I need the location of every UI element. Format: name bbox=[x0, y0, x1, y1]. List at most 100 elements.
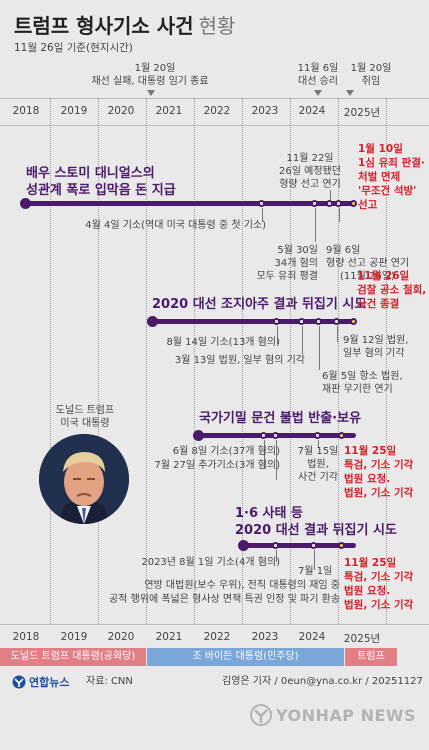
case1-red-date: 1월 10일 bbox=[358, 143, 403, 155]
case4-jul1-date: 7월 1일 bbox=[298, 566, 333, 577]
portrait-illustration bbox=[39, 434, 129, 524]
note-inaug-date: 1월 20일 bbox=[350, 63, 392, 74]
year-label: 2018 bbox=[12, 631, 40, 643]
leader-line bbox=[339, 208, 340, 222]
case4-red-line4: 법원, 기소 기각 bbox=[344, 599, 414, 611]
case4-red-line3: 법원 요청. bbox=[344, 585, 391, 597]
event-dot bbox=[298, 318, 305, 325]
year-label: 2019 bbox=[60, 105, 88, 117]
case3-jul15-date: 7월 15일 bbox=[297, 446, 339, 457]
yonhap-logo: 연합뉴스 bbox=[12, 674, 69, 690]
year-gridline bbox=[98, 98, 99, 626]
case1-sep6-desc: 형량 선고 공판 연기 bbox=[326, 258, 410, 269]
case4-title-line1: 1·6 사태 등 bbox=[235, 506, 303, 521]
event-dot-highlight bbox=[338, 542, 345, 549]
case2-sep12-1: 9월 12일 법원, bbox=[343, 335, 409, 346]
case2-mar13: 3월 13일 법원, 일부 혐의 기각 bbox=[174, 355, 305, 366]
year-label: 2019 bbox=[60, 631, 88, 643]
event-dot bbox=[335, 200, 342, 207]
term-biden: 조 바이든 대통령(민주당) bbox=[147, 648, 344, 666]
year-label: 2023 bbox=[251, 105, 279, 117]
leader-line bbox=[276, 550, 277, 562]
case3-red-line4: 법원, 기소 기각 bbox=[344, 487, 414, 499]
year-label: 2025년 bbox=[343, 633, 381, 645]
event-dot bbox=[272, 432, 279, 439]
year-label: 2021 bbox=[155, 105, 183, 117]
leader-line bbox=[319, 326, 320, 370]
case2-title: 2020 대선 조지아주 결과 뒤집기 시도 bbox=[152, 297, 367, 312]
case3-indict2: 7월 27일 추가기소(3개 혐의) bbox=[154, 460, 280, 471]
event-dot-highlight bbox=[350, 318, 357, 325]
event-dot bbox=[260, 432, 267, 439]
event-dot bbox=[333, 318, 340, 325]
case2-jun5-2: 재판 무기한 연기 bbox=[322, 384, 393, 395]
note-term-end-date: 1월 20일 bbox=[134, 63, 176, 74]
case1-sep6-date: 9월 6일 bbox=[326, 245, 361, 256]
case2-red-line2: 검찰 공소 철회, bbox=[357, 284, 427, 296]
case1-sentence-delay-date: 11월 22일 bbox=[286, 153, 334, 164]
event-dot bbox=[314, 432, 321, 439]
year-label: 2024 bbox=[298, 631, 326, 643]
case3-jul15-court: 법원, bbox=[307, 459, 329, 470]
arrow-down-icon bbox=[147, 90, 155, 96]
case4-timeline-bar bbox=[243, 543, 356, 548]
leader-line bbox=[330, 190, 331, 200]
case3-title: 국가기밀 문건 불법 반출·보유 bbox=[199, 411, 362, 426]
event-dot-highlight bbox=[350, 200, 357, 207]
case1-verdict-date: 5월 30일 bbox=[277, 245, 318, 256]
case1-red-line5: 선고 bbox=[358, 199, 378, 211]
note-term-end: 재선 실패, 대통령 임기 종료 bbox=[91, 76, 209, 87]
watermark-logo-icon bbox=[250, 704, 272, 726]
byline: 김영은 기자 / 0eun@yna.co.kr / 20251127 bbox=[222, 676, 423, 687]
case1-red-line2: 1심 유죄 판결· bbox=[358, 157, 425, 169]
case3-red-date: 11월 25일 bbox=[344, 445, 397, 457]
leader-line bbox=[276, 440, 277, 480]
event-dot bbox=[258, 200, 265, 207]
year-label: 2025년 bbox=[343, 107, 381, 119]
year-label: 2022 bbox=[203, 105, 231, 117]
year-label: 2024 bbox=[298, 105, 326, 117]
watermark: YONHAP NEWS bbox=[250, 704, 416, 726]
title-suffix: 현황 bbox=[198, 14, 236, 38]
leader-line bbox=[318, 440, 319, 448]
page-title: 트럼프 형사기소 사건 현황 bbox=[14, 10, 235, 39]
leader-line bbox=[337, 326, 338, 342]
case1-sentence-delay-sched: 26일 예정됐던 bbox=[279, 166, 341, 177]
case1-verdict-count: 34개 혐의 bbox=[274, 258, 318, 269]
case4-red-line2: 특검, 기소 기각 bbox=[344, 571, 414, 583]
arrow-down-icon bbox=[346, 90, 354, 96]
year-gridline bbox=[338, 98, 339, 626]
subtitle: 11월 26일 기준(현지시간) bbox=[14, 42, 133, 54]
leader-line bbox=[314, 550, 315, 570]
year-label: 2021 bbox=[155, 631, 183, 643]
event-dot bbox=[326, 200, 333, 207]
case1-timeline-bar bbox=[24, 201, 356, 206]
year-label: 2018 bbox=[12, 105, 40, 117]
year-gridline bbox=[242, 98, 243, 626]
watermark-text: YONHAP NEWS bbox=[276, 705, 417, 725]
year-gridline bbox=[386, 98, 387, 626]
case2-indict: 8월 14일 기소(13개 혐의) bbox=[166, 337, 280, 348]
case1-title-line1: 배우 스토미 대니얼스의 bbox=[26, 166, 155, 181]
case1-indict: 4월 4일 기소(역대 미국 대통령 중 첫 기소) bbox=[85, 220, 266, 231]
photo-caption-name: 도널드 트럼프 bbox=[55, 405, 115, 416]
note-elected-date: 11월 6일 bbox=[297, 63, 339, 74]
year-gridline bbox=[146, 98, 147, 626]
case3-indict1: 6월 8일 기소(37개 혐의) bbox=[172, 446, 280, 457]
leader-line bbox=[302, 326, 303, 354]
year-label: 2023 bbox=[251, 631, 279, 643]
year-label: 2020 bbox=[107, 631, 135, 643]
event-dot bbox=[272, 542, 279, 549]
case4-indict: 2023년 8월 1일 기소(4개 혐의) bbox=[141, 557, 280, 568]
case1-verdict: 모두 유죄 평결 bbox=[256, 271, 318, 282]
case3-jul15-dismiss: 사건 기각 bbox=[298, 472, 338, 483]
case1-red-line4: '무조건 석방' bbox=[358, 185, 417, 197]
case1-sentence-delay: 형량 선고 연기 bbox=[279, 179, 341, 190]
event-dot-highlight bbox=[338, 432, 345, 439]
case3-red-line2: 특검, 기소 기각 bbox=[344, 459, 414, 471]
case4-jul1-line2: 공적 행위에 폭넓은 형사상 면책 특권 인정 및 파기 환송 bbox=[108, 594, 340, 605]
year-axis-top: 2018 2019 2020 2021 2022 2023 2024 2025년 bbox=[0, 98, 429, 126]
note-elected: 대선 승리 bbox=[298, 76, 338, 87]
case1-title-line2: 성관계 폭로 입막음 돈 지급 bbox=[26, 183, 176, 198]
year-label: 2020 bbox=[107, 105, 135, 117]
